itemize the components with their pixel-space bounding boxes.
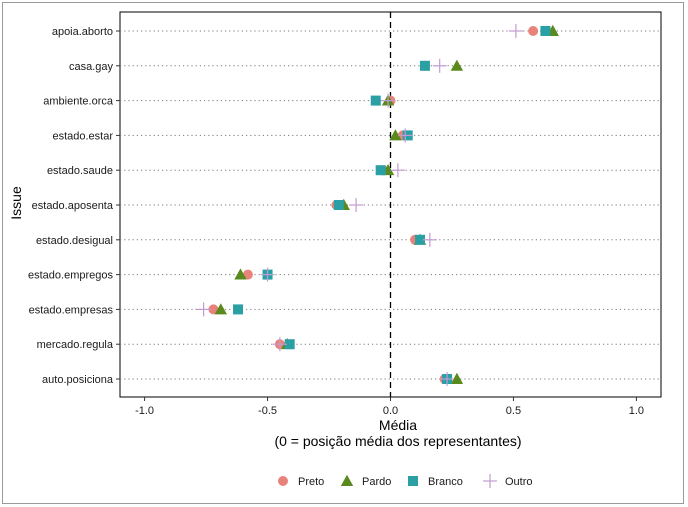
point-branco-mercado.regula — [284, 339, 295, 350]
y-tick-label-estado.saude: estado.saude — [47, 165, 113, 177]
x-axis: -1.0 -0.5 0.0 0.5 1.0 — [135, 397, 644, 417]
y-tick-label-estado.empresas: estado.empresas — [29, 304, 114, 316]
point-pardo-estado.estar — [389, 129, 402, 141]
x-tick-label: 1.0 — [629, 405, 644, 417]
y-tick-label-apoia.aborto: apoia.aborto — [52, 26, 113, 38]
legend-key-outro — [483, 474, 497, 488]
point-outro-estado.empresas — [196, 302, 211, 317]
point-preto-apoia.aborto — [528, 26, 539, 36]
point-outro-ambiente.orca — [381, 93, 396, 108]
point-outro-estado.empregos — [260, 267, 275, 282]
point-pardo-auto.posiciona — [450, 372, 464, 384]
x-axis-title-line2: (0 = posição média dos representantes) — [274, 433, 521, 449]
legend-label-outro: Outro — [505, 476, 533, 488]
y-tick-label-estado.estar: estado.estar — [52, 130, 113, 142]
x-tick-label: -0.5 — [258, 405, 277, 417]
y-tick-label-auto.posiciona: auto.posiciona — [42, 374, 114, 386]
point-outro-estado.desigual — [422, 232, 437, 247]
point-branco-estado.desigual — [415, 234, 426, 245]
data-points — [196, 24, 559, 386]
point-branco-ambiente.orca — [370, 95, 381, 106]
legend-label-preto: Preto — [298, 476, 324, 488]
x-tick-label: 0.0 — [383, 405, 398, 417]
legend: Preto Pardo Branco Outro — [278, 474, 533, 488]
legend-label-branco: Branco — [428, 476, 463, 488]
y-tick-label-estado.aposenta: estado.aposenta — [32, 200, 114, 212]
point-outro-estado.saude — [390, 163, 405, 178]
y-axis: apoia.aborto casa.gay ambiente.orca estado.… — [28, 26, 120, 386]
point-outro-estado.estar — [398, 128, 413, 143]
point-branco-casa.gay — [419, 60, 430, 71]
point-pardo-estado.empregos — [234, 268, 247, 280]
point-pardo-casa.gay — [450, 59, 464, 71]
x-axis-title-line1: Média — [379, 417, 417, 433]
point-branco-estado.saude — [375, 165, 386, 176]
point-pardo-estado.empresas — [214, 303, 228, 315]
point-outro-apoia.aborto — [508, 24, 523, 38]
point-preto-estado.empregos — [242, 269, 253, 280]
legend-key-branco — [408, 476, 418, 486]
point-outro-casa.gay — [432, 58, 447, 73]
legend-label-pardo: Pardo — [362, 476, 391, 488]
y-tick-label-estado.empregos: estado.empregos — [28, 270, 113, 282]
point-preto-estado.empresas — [208, 304, 219, 315]
plot-area — [119, 11, 662, 398]
point-outro-estado.aposenta — [349, 198, 364, 212]
legend-key-preto — [278, 476, 288, 486]
legend-key-pardo — [340, 474, 354, 486]
x-tick-label: -1.0 — [135, 405, 154, 417]
y-tick-label-mercado.regula: mercado.regula — [37, 339, 114, 351]
x-tick-label: 0.5 — [506, 405, 521, 417]
y-tick-label-ambiente.orca: ambiente.orca — [43, 96, 114, 108]
y-axis-title: Issue — [8, 186, 24, 220]
y-tick-label-estado.desigual: estado.desigual — [36, 235, 113, 247]
point-outro-auto.posiciona — [440, 372, 455, 386]
point-branco-estado.aposenta — [333, 200, 344, 210]
point-branco-apoia.aborto — [540, 26, 551, 36]
point-outro-mercado.regula — [272, 337, 287, 352]
point-branco-estado.empresas — [233, 304, 244, 315]
y-tick-label-casa.gay: casa.gay — [69, 61, 114, 73]
